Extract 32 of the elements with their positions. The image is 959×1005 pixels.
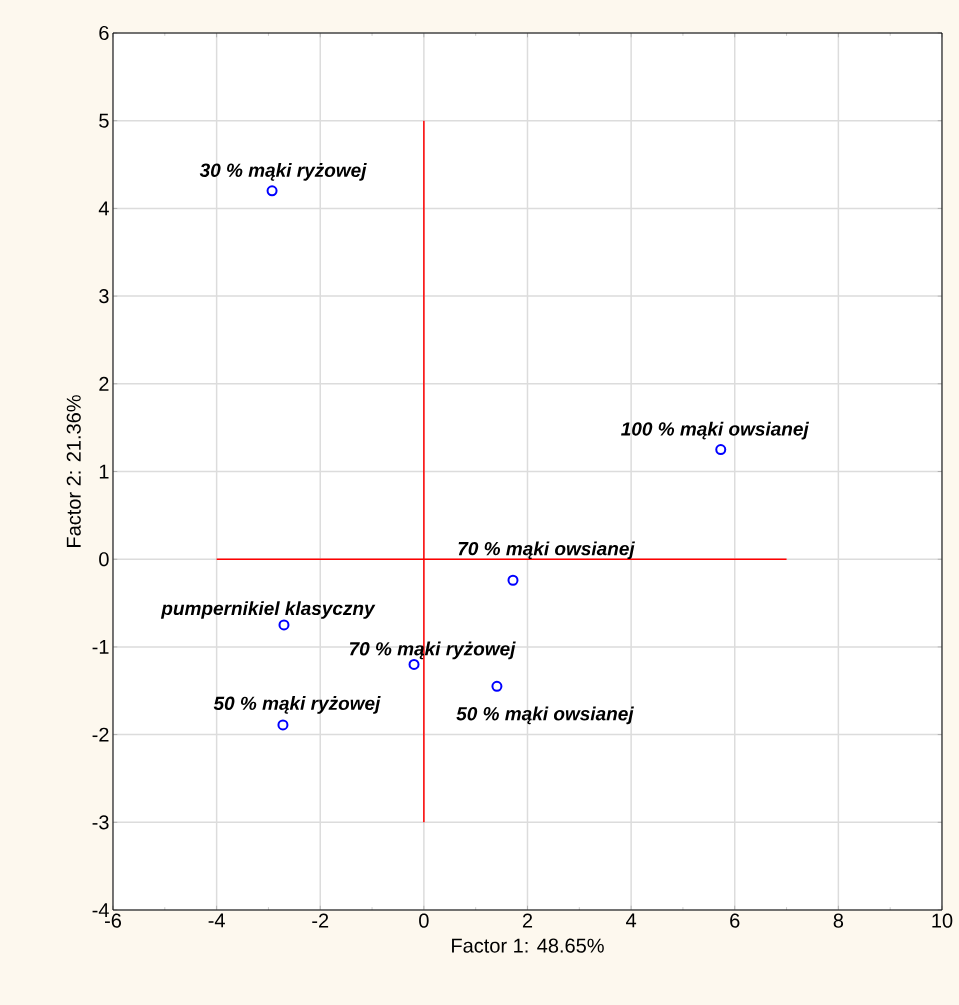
- y-tick-label: 6: [99, 25, 109, 41]
- annotation: 100 % mąki owsianej: [621, 421, 810, 440]
- point: [266, 185, 278, 197]
- y-tick-label: 1: [99, 464, 109, 479]
- annotation: 50 % mąki ryżowej: [213, 696, 381, 714]
- x-tick-label: 2: [522, 913, 533, 928]
- point: [715, 444, 727, 456]
- x-tick-label: -4: [208, 913, 225, 928]
- x-tick-label: 10: [932, 913, 953, 928]
- annotation: 70 % mąki owsianej: [458, 541, 635, 560]
- x-axis-title: Factor 1: 48.65%: [452, 938, 604, 953]
- x-tick-label: 0: [419, 913, 429, 928]
- y-tick-label: -3: [92, 815, 109, 830]
- point: [491, 680, 503, 692]
- y-tick-label: 0: [99, 552, 109, 567]
- y-tick-label: 5: [99, 113, 109, 128]
- x-tick-label: 6: [730, 913, 740, 928]
- x-tick-label: -2: [312, 913, 329, 928]
- point: [277, 719, 289, 731]
- x-tick-label: 4: [626, 913, 637, 928]
- annotation: 50 % mąki owsianej: [456, 706, 634, 725]
- y-axis-title: Factor 2: 21.36%: [66, 395, 81, 547]
- y-tick-label: 3: [99, 289, 109, 304]
- y-tick-label: 4: [98, 201, 109, 216]
- point: [278, 619, 290, 631]
- y-tick-label: -1: [92, 640, 109, 654]
- point: [507, 574, 519, 586]
- x-tick-label: 8: [833, 913, 844, 928]
- annotation: 30 % mąki ryżowej: [199, 163, 367, 181]
- y-tick-label: 2: [99, 376, 109, 391]
- y-tick-label: -2: [92, 727, 109, 742]
- annotation: pumpernikiel klasyczny: [160, 601, 376, 619]
